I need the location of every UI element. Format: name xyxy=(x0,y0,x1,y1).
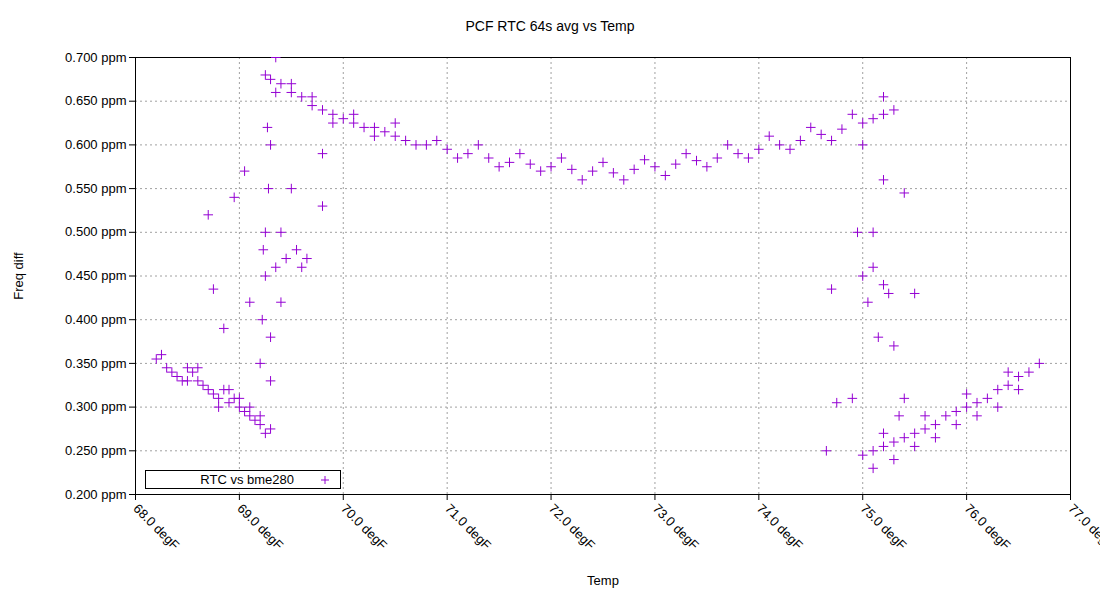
svg-text:Freq diff: Freq diff xyxy=(11,252,26,300)
svg-text:0.400 ppm: 0.400 ppm xyxy=(65,312,126,327)
svg-text:0.200 ppm: 0.200 ppm xyxy=(65,487,126,502)
svg-text:0.500 ppm: 0.500 ppm xyxy=(65,224,126,239)
svg-text:72.0 degF: 72.0 degF xyxy=(546,501,598,553)
html-text:RTC vs bme280: RTC vs bme280 xyxy=(200,472,294,487)
svg-text:75.0 degF: 75.0 degF xyxy=(858,501,910,553)
svg-text:0.650 ppm: 0.650 ppm xyxy=(65,93,126,108)
svg-text:0.700 ppm: 0.700 ppm xyxy=(65,50,126,65)
svg-text:0.450 ppm: 0.450 ppm xyxy=(65,268,126,283)
svg-text:0.600 ppm: 0.600 ppm xyxy=(65,137,126,152)
svg-text:0.550 ppm: 0.550 ppm xyxy=(65,181,126,196)
svg-text:73.0 degF: 73.0 degF xyxy=(650,501,702,553)
svg-text:0.300 ppm: 0.300 ppm xyxy=(65,399,126,414)
svg-text:Temp: Temp xyxy=(587,573,619,588)
svg-text:70.0 degF: 70.0 degF xyxy=(338,501,390,553)
html-text:PCF RTC 64s avg vs Temp: PCF RTC 64s avg vs Temp xyxy=(465,18,635,34)
svg-text:68.0 degF: 68.0 degF xyxy=(130,501,182,553)
svg-text:0.350 ppm: 0.350 ppm xyxy=(65,356,126,371)
svg-text:71.0 degF: 71.0 degF xyxy=(442,501,494,553)
svg-text:69.0 degF: 69.0 degF xyxy=(234,501,286,553)
svg-text:0.250 ppm: 0.250 ppm xyxy=(65,443,126,458)
svg-text:74.0 degF: 74.0 degF xyxy=(754,501,806,553)
svg-text:77.0 degF: 77.0 degF xyxy=(1065,501,1100,553)
svg-text:76.0 degF: 76.0 degF xyxy=(962,501,1014,553)
